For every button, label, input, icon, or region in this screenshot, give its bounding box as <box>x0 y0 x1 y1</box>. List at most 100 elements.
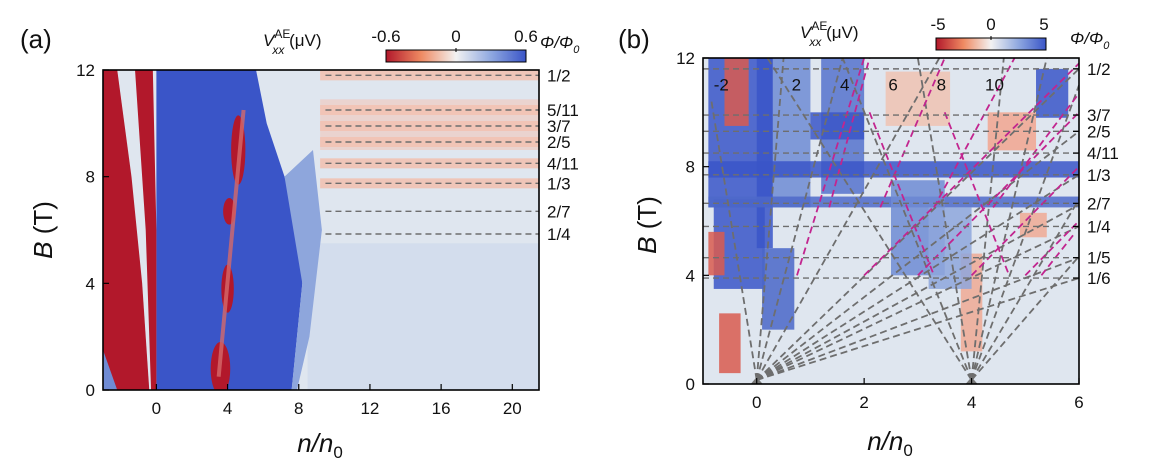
panel-a-flux-label: 4/11 <box>547 154 579 173</box>
panel-b-fan-line <box>756 68 1079 381</box>
panel-a-ticks: 0 4 8 12 16 20 0 4 8 12 <box>76 61 522 418</box>
panel-a-colorbar: VAE xx (μV) -0.6 0 0.6 <box>263 27 538 63</box>
panel-b-magenta-line <box>828 58 871 208</box>
panel-a-cb-tick-mid: 0 <box>451 27 460 46</box>
panel-b-fan-line <box>756 277 1079 381</box>
panel-a-x-tick-label: 4 <box>223 399 232 418</box>
panel-a-flux-label: 5/11 <box>547 101 579 120</box>
panel-a-heat-region <box>284 150 322 390</box>
panel-b-magenta-line <box>933 58 1016 208</box>
panel-a-heat-streak <box>216 109 246 377</box>
panel-b-cb-tick-max: 5 <box>1039 15 1048 34</box>
panel-b-magenta-line <box>863 62 1079 276</box>
panel-a-heat-region <box>156 70 303 390</box>
panel-a-x-tick-label: 12 <box>360 399 379 418</box>
panel-a-y-axis-label: B (T) <box>28 201 58 259</box>
panel-b-flux-label: 1/4 <box>1087 217 1111 236</box>
panel-b-fan-line <box>755 58 844 381</box>
panel-a-x-tick-label: 20 <box>503 399 522 418</box>
panel-b-fan-line <box>756 130 1079 381</box>
panel-b-flux-label: 4/11 <box>1087 144 1119 163</box>
panel-b-filling-label: 6 <box>888 76 897 95</box>
panel-a-flux-label: 1/4 <box>547 225 571 244</box>
panel-b-filling-label: 8 <box>937 76 946 95</box>
panel-b-fan-line <box>755 58 941 381</box>
panel-a-cb-tick-max: 0.6 <box>514 27 538 46</box>
panel-b-y-axis-label: B (T) <box>632 196 662 254</box>
panel-a-x-tick-label: 16 <box>432 399 451 418</box>
panel-a-colorbar-title: VAE xx (μV) <box>263 27 322 57</box>
panel-b-fan-line <box>970 58 1005 381</box>
panel-b-flux-label: 3/7 <box>1087 106 1111 125</box>
panel-b-colorbar: VAE xx (μV) -5 0 5 <box>800 15 1049 51</box>
panel-b-heat-patch <box>1036 68 1069 118</box>
panel-a-frame <box>102 69 540 391</box>
panel-b-magenta-line <box>796 58 866 276</box>
panel-a-y-tick-label: 0 <box>86 381 95 400</box>
panel-b-x-tick-label: 2 <box>859 393 868 412</box>
panel-b-magenta-line <box>1040 234 1075 276</box>
panel-a-flux-axis-label: Φ/Φ0 <box>540 33 580 56</box>
panel-a-flux-label: 2/5 <box>547 133 571 152</box>
panel-a-y-tick-label: 4 <box>86 274 95 293</box>
panel-a-flux-label: 3/7 <box>547 117 571 136</box>
panel-a-flux-label: 1/2 <box>547 66 571 85</box>
panel-a-flux-lines <box>325 74 539 235</box>
panel-a-heat-region <box>135 70 157 390</box>
panel-b-fan-line <box>756 203 1079 381</box>
panel-a-label: (a) <box>20 24 52 54</box>
panel-b-flux-label: 2/7 <box>1087 194 1111 213</box>
panel-b-magenta-line <box>970 166 1079 276</box>
panel-b-heat-patch <box>708 161 1079 178</box>
panel-b-colorbar-title: VAE xx (μV) <box>800 19 859 49</box>
panel-b-filling-labels: -2 2 4 6 8 10 <box>714 76 1004 95</box>
panel-b-x-tick-label: 4 <box>967 393 976 412</box>
panel-b-filling-label: 10 <box>985 76 1004 95</box>
panel-b-y-tick-label: 8 <box>686 158 695 177</box>
panel-a-x-axis-label: n/n0 <box>297 428 343 462</box>
panel-b-fan-line <box>970 84 1079 381</box>
panel-b-heat-patch <box>708 231 725 276</box>
panel-b-fan-line <box>841 58 973 381</box>
panel-b-flux-label: 1/6 <box>1087 269 1111 288</box>
panel-b-fan-line <box>755 58 785 381</box>
panel-b-heatmap <box>703 58 1079 384</box>
panel-b-fan-lines <box>710 58 1079 384</box>
panel-b-flux-label: 2/5 <box>1087 122 1111 141</box>
panel-b-magenta-line <box>879 58 946 208</box>
panel-b-fan-line <box>970 58 1048 381</box>
panel-b-fan-line <box>970 255 1079 381</box>
panel-b-ticks: 0 2 4 6 0 4 8 12 <box>676 49 1084 412</box>
panel-b-x-tick-label: 0 <box>752 393 761 412</box>
panel-b-magenta-line <box>868 112 935 276</box>
panel-b-flux-label: 1/3 <box>1087 166 1111 185</box>
panel-b-heat-patch <box>719 313 741 374</box>
panel-b-flux-annotations: 1/2 3/72/5 4/11 1/3 2/7 1/4 1/51/6 <box>1087 60 1119 288</box>
panel-b-label: (b) <box>618 24 650 54</box>
panel-b-fan-line <box>756 225 1079 381</box>
panel-b-fan-line <box>710 98 758 381</box>
panel-b-flux-label: 1/2 <box>1087 60 1111 79</box>
panel-b-magenta-lines <box>796 58 1079 276</box>
panel-b-y-tick-label: 4 <box>686 266 695 285</box>
panel-b-flux-lines <box>703 68 1079 279</box>
panel-b-flux-axis-label: Φ/Φ0 <box>1070 29 1110 52</box>
panel-a-flux-label: 2/7 <box>547 202 571 221</box>
panel-b-fan-line <box>766 58 973 381</box>
panel-b-y-tick-label: 12 <box>676 49 695 68</box>
panel-b-magenta-line <box>992 92 1079 208</box>
panel-b-heat-patch <box>885 71 951 126</box>
panel-b-filling-label: 4 <box>840 76 849 95</box>
panel-a-cb-tick-min: -0.6 <box>371 27 400 46</box>
panel-a-flux-annotations: 1/2 5/113/72/5 4/111/3 2/7 1/4 <box>547 66 579 244</box>
panel-b-frame <box>702 57 1080 385</box>
panel-b-magenta-line <box>943 112 1011 276</box>
panel-b-cb-tick-min: -5 <box>930 15 945 34</box>
panel-b-cb-tick-mid: 0 <box>986 15 995 34</box>
panel-a-heat-region <box>103 70 150 390</box>
panel-b-y-tick-label: 0 <box>686 375 695 394</box>
panel-a-heat-region <box>103 350 118 390</box>
panel-a-y-tick-label: 12 <box>76 61 95 80</box>
panel-b-flux-label: 1/5 <box>1087 249 1111 268</box>
